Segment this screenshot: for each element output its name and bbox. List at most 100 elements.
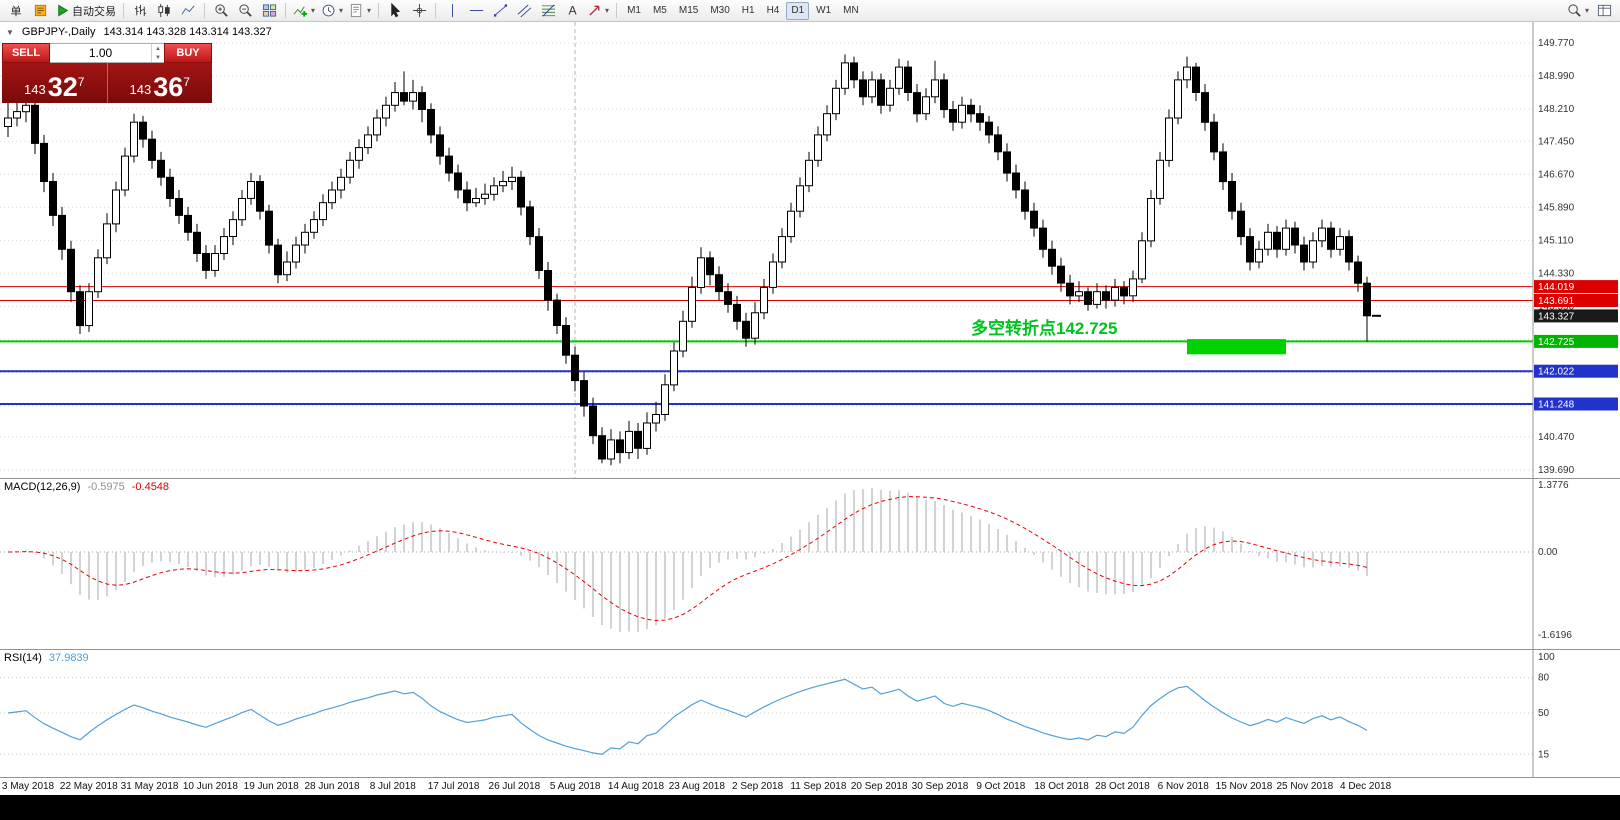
- toolbar-separator: [378, 3, 380, 18]
- candlestick-series: [4, 54, 1371, 466]
- one-click-collapse-icon[interactable]: ▼: [6, 27, 14, 37]
- horizontal-line-button[interactable]: [464, 1, 488, 21]
- toolbar-separator: [616, 3, 618, 18]
- zoom-in-icon: [214, 3, 229, 18]
- arrows-button[interactable]: ▾: [584, 1, 612, 21]
- data-window-icon: [1597, 3, 1612, 18]
- volume-down-button[interactable]: ▼: [151, 53, 164, 62]
- price-tag: 143.691: [1534, 294, 1618, 307]
- channel-button[interactable]: [512, 1, 536, 21]
- svg-text:142.022: 142.022: [1538, 367, 1575, 378]
- hline-icon: [469, 3, 484, 18]
- date-label: 26 Jul 2018: [488, 781, 541, 792]
- toolbar: 单 自动交易 ▾ ▾ ▾ A ▾ M1 M5 M15 M30 H1 H4 D1 W1 MN ▾: [0, 0, 1620, 22]
- date-label: 3 May 2018: [1, 781, 55, 792]
- vertical-line-button[interactable]: [440, 1, 464, 21]
- sell-button[interactable]: SELL: [2, 43, 50, 63]
- timeframe-button-d1[interactable]: D1: [786, 1, 810, 20]
- chart-bars-button[interactable]: [128, 1, 152, 21]
- new-order-button[interactable]: [28, 1, 52, 21]
- crosshair-icon: [412, 3, 427, 18]
- date-label: 23 Aug 2018: [668, 781, 725, 792]
- macd-label: MACD(12,26,9) -0.5975 -0.4548: [4, 481, 169, 493]
- zoom-in-button[interactable]: [209, 1, 233, 21]
- price-tick-label: 144.330: [1538, 268, 1575, 279]
- orders-button[interactable]: 单: [10, 5, 22, 18]
- macd-histogram: [16, 488, 1368, 632]
- volume-up-button[interactable]: ▲: [151, 44, 164, 53]
- bid-ask-display: 143 32 7 143 36 7: [2, 63, 212, 103]
- search-button[interactable]: ▾: [1564, 1, 1592, 21]
- main-chart-plot[interactable]: 多空转折点142.725 149.770 148.990 148.210 147.450…: [0, 22, 1620, 478]
- time-axis[interactable]: 3 May 2018 22 May 2018 31 May 2018 10 Jun 2…: [0, 777, 1620, 795]
- fibonacci-button[interactable]: [536, 1, 560, 21]
- crosshair-button[interactable]: [407, 1, 431, 21]
- timeframe-button-w1[interactable]: W1: [816, 5, 832, 16]
- price-tag: 144.019: [1534, 280, 1618, 294]
- date-label: 30 Sep 2018: [911, 781, 969, 792]
- chart-line-button[interactable]: [176, 1, 200, 21]
- chart-candles-icon: [157, 3, 172, 18]
- zoom-out-button[interactable]: [233, 1, 257, 21]
- clock-icon: [321, 3, 336, 18]
- trendline-button[interactable]: [488, 1, 512, 21]
- main-chart-pane[interactable]: 多空转折点142.725 149.770 148.990 148.210 147.450…: [0, 22, 1620, 478]
- chevron-down-icon: ▾: [311, 6, 316, 15]
- chart-candles-button[interactable]: [152, 1, 176, 21]
- rsi-label: RSI(14) 37.9839: [4, 652, 89, 664]
- date-label: 10 Jun 2018: [182, 781, 238, 792]
- price-tick-label: 146.670: [1538, 169, 1575, 180]
- volume-value[interactable]: 1.00: [88, 46, 113, 60]
- date-label: 31 May 2018: [120, 781, 179, 792]
- macd-main-value: -0.5975: [87, 481, 125, 493]
- price-tag: 142.725: [1534, 334, 1618, 348]
- price-tag: 142.022: [1534, 364, 1618, 378]
- toolbar-separator: [285, 3, 286, 18]
- date-label: 18 Oct 2018: [1034, 781, 1089, 792]
- date-label: 2 Sep 2018: [732, 781, 784, 792]
- date-label: 14 Aug 2018: [607, 781, 665, 792]
- cursor-button[interactable]: [383, 1, 407, 21]
- rsi-scale-label: 100: [1538, 652, 1555, 663]
- price-tick-label: 147.450: [1538, 136, 1575, 147]
- vline-icon: [445, 3, 460, 18]
- svg-text:143.691: 143.691: [1538, 296, 1575, 307]
- volume-input[interactable]: 1.00 ▲ ▼: [50, 43, 164, 63]
- macd-signal-value: -0.4548: [131, 481, 170, 493]
- timeframe-button-m30[interactable]: M30: [710, 5, 730, 16]
- date-label: 5 Aug 2018: [549, 781, 601, 792]
- buy-button[interactable]: BUY: [164, 43, 212, 63]
- timeframe-button-h4[interactable]: H4: [766, 5, 780, 16]
- trendline-icon: [493, 3, 508, 18]
- data-window-button[interactable]: [1592, 1, 1616, 21]
- macd-pane[interactable]: 1.3776 0.00 -1.6196 MACD(12,26,9) -0.5975 …: [0, 478, 1620, 649]
- timeframe-button-m5[interactable]: M5: [652, 5, 667, 16]
- tile-windows-button[interactable]: [257, 1, 281, 21]
- annotation-text: 多空转折点142.725: [971, 318, 1117, 338]
- date-label: 20 Sep 2018: [850, 781, 908, 792]
- timeframe-button-m15[interactable]: M15: [678, 5, 699, 16]
- timeframe-button-m1[interactable]: M1: [627, 5, 641, 16]
- templates-button[interactable]: ▾: [346, 1, 374, 21]
- date-label: 28 Oct 2018: [1095, 781, 1150, 792]
- bid-price[interactable]: 143 32 7: [2, 63, 108, 103]
- timeframe-button-mn[interactable]: MN: [843, 5, 859, 16]
- autotrading-button[interactable]: 自动交易: [52, 1, 119, 21]
- rsi-pane[interactable]: 100 80 50 15 RSI(14) 37.9839: [0, 649, 1620, 777]
- indicators-icon: [293, 3, 308, 18]
- price-tick-label: 149.770: [1538, 38, 1575, 49]
- text-button[interactable]: A: [560, 1, 584, 21]
- rsi-scale-label: 80: [1538, 673, 1550, 684]
- timeframe-button-h1[interactable]: H1: [741, 5, 755, 16]
- channel-icon: [517, 3, 532, 18]
- date-label: 19 Jun 2018: [243, 781, 299, 792]
- rsi-line: [7, 678, 1368, 756]
- rsi-plot[interactable]: 100 80 50 15: [0, 650, 1620, 777]
- window-bottom-strip: [0, 795, 1620, 820]
- indicators-button[interactable]: ▾: [290, 1, 318, 21]
- zoom-out-icon: [238, 3, 253, 18]
- svg-text:143.327: 143.327: [1538, 311, 1575, 322]
- timeframes-button[interactable]: ▾: [318, 1, 346, 21]
- macd-plot[interactable]: 1.3776 0.00 -1.6196: [0, 479, 1620, 649]
- ask-price[interactable]: 143 36 7: [129, 72, 190, 103]
